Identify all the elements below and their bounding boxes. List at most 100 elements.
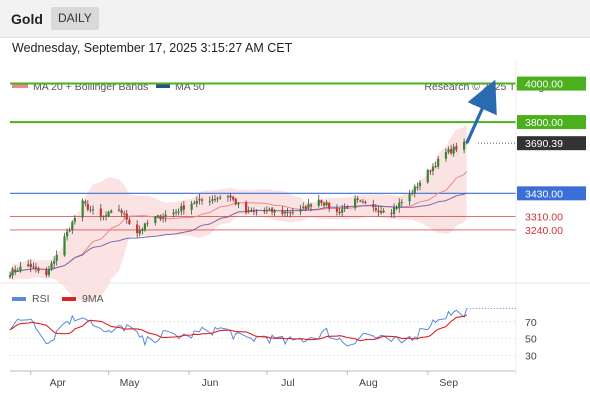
rsi-legend-swatch: [12, 297, 26, 301]
level-label: 3690.39: [525, 138, 563, 150]
candle-body: [193, 202, 196, 204]
level-label-box: [517, 115, 586, 130]
level-lines: [10, 82, 516, 231]
x-axis-tick-label: Apr: [50, 377, 67, 389]
candle-body: [354, 198, 357, 208]
ma20-legend-swatch: [12, 84, 28, 88]
candle-body: [14, 269, 17, 272]
candle-body: [304, 206, 307, 210]
candle-body: [307, 203, 310, 209]
rsi-tick-label: 50: [525, 334, 537, 346]
candle-body: [377, 210, 380, 213]
candle-body: [359, 200, 362, 202]
candle-body: [299, 208, 302, 212]
candle-body: [174, 211, 178, 213]
candle-body: [219, 197, 222, 199]
candle-body: [154, 217, 157, 223]
chart-datetime: Wednesday, September 17, 2025 3:15:27 AM…: [12, 41, 293, 55]
level-label-box: [517, 186, 586, 201]
candle-body: [270, 208, 274, 213]
candle-body: [19, 266, 22, 272]
candle-body: [268, 208, 271, 210]
x-axis-tick-label: Aug: [359, 377, 378, 389]
candle-body: [200, 199, 204, 201]
candle-body: [343, 207, 346, 209]
candle-body: [128, 219, 131, 224]
candle-body: [190, 203, 193, 210]
candle-body: [400, 201, 403, 203]
rsi-grid: 70 50 30: [10, 317, 537, 362]
candle-body: [136, 224, 139, 234]
candle-body: [213, 199, 217, 201]
ma50-legend-swatch: [156, 84, 170, 88]
bollinger-band-area: [10, 124, 467, 303]
rsi-legend: RSI 9MA: [12, 293, 104, 305]
candle-body: [455, 146, 458, 150]
candle-body: [161, 217, 165, 219]
candle-body: [123, 213, 126, 215]
candle-body: [16, 270, 19, 272]
candle-body: [322, 202, 326, 206]
candle-body: [392, 207, 396, 215]
candle-body: [372, 204, 375, 208]
instrument-title: Gold: [11, 11, 43, 27]
x-axis-tick-label: May: [120, 377, 141, 389]
candle-body: [81, 200, 84, 218]
candle-body: [208, 201, 211, 203]
candle-body: [29, 263, 32, 268]
candle-body: [120, 210, 123, 213]
candle-body: [91, 209, 95, 211]
candle-body: [346, 206, 349, 209]
candle-body: [309, 204, 313, 207]
candle-body: [32, 266, 35, 268]
level-label-box: [517, 76, 586, 91]
candle-body: [291, 212, 294, 214]
candle-body: [411, 193, 414, 195]
candle-body: [232, 196, 235, 200]
candle-body: [408, 194, 411, 202]
candle-body: [195, 200, 198, 204]
candle-body: [37, 268, 40, 271]
candle-body: [138, 230, 141, 234]
candle-body: [426, 169, 429, 183]
candle-body: [55, 254, 58, 261]
ma50-line: [9, 192, 467, 276]
level-label: 3310.00: [525, 211, 563, 223]
candle-body: [418, 182, 422, 187]
candle-body: [463, 141, 466, 150]
candle-body: [338, 211, 341, 213]
candle-body: [211, 199, 214, 201]
candle-body: [413, 186, 416, 194]
candle-body: [182, 205, 185, 210]
candle-body: [335, 208, 339, 212]
candle-body: [63, 236, 66, 256]
x-axis: Apr May Jun Jul Aug Sep: [30, 371, 458, 389]
candle-body: [172, 212, 175, 215]
candle-body: [180, 206, 183, 212]
level-label: 4000.00: [525, 79, 563, 91]
level-labels: 4000.00 3800.00 3690.39 3430.00 3310.00 3240.…: [517, 76, 586, 237]
candle-body: [250, 210, 253, 212]
candle-body: [245, 202, 248, 213]
level-label: 3430.00: [525, 188, 563, 200]
x-axis-tick-label: Sep: [439, 377, 458, 389]
candle-body: [198, 198, 201, 201]
candle-body: [125, 213, 128, 220]
rsi-ma-legend-swatch: [62, 297, 76, 301]
candle-body: [50, 263, 53, 270]
candle-body: [437, 158, 440, 167]
candle-body: [283, 211, 287, 214]
candle-body: [110, 210, 113, 213]
candle-body: [99, 208, 102, 218]
candle-body: [374, 208, 377, 211]
candle-body: [398, 202, 401, 209]
level-label: 3240.00: [525, 225, 563, 237]
candle-body: [234, 198, 237, 205]
candle-body: [434, 166, 437, 168]
chart-header: Gold DAILY: [0, 0, 590, 38]
candle-body: [286, 211, 289, 213]
candle-body: [107, 211, 110, 217]
period-badge[interactable]: DAILY: [51, 7, 99, 30]
candle-body: [141, 229, 144, 232]
